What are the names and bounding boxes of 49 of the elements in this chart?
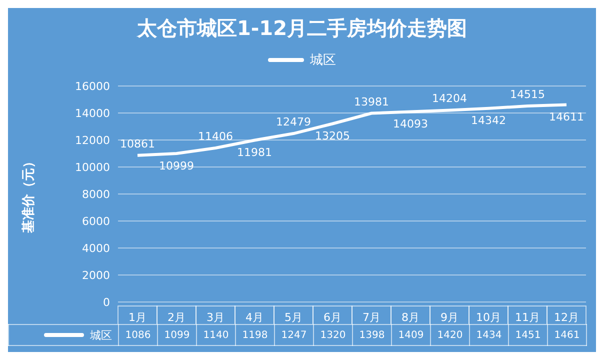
x-tick-label: 2月 xyxy=(168,311,186,324)
legend-label: 城区 xyxy=(310,52,336,69)
text: 城区 xyxy=(90,328,112,342)
x-tick-label: 9月 xyxy=(440,311,458,324)
text: 1461 xyxy=(548,324,586,346)
text: 1420 xyxy=(430,324,470,346)
y-tick-label: 10000 xyxy=(75,160,110,174)
data-label: 14611 xyxy=(549,110,584,124)
text: 1140 xyxy=(196,324,236,346)
text: 1451 xyxy=(508,324,548,346)
text: 1247 xyxy=(274,324,314,346)
y-tick-label: 0 xyxy=(103,296,110,309)
text: 1320 xyxy=(314,324,352,346)
data-label: 11406 xyxy=(198,130,233,144)
y-tick-label: 4000 xyxy=(82,242,110,255)
data-label: 13981 xyxy=(354,95,389,108)
data-label: 10999 xyxy=(159,159,194,172)
x-tick-label: 4月 xyxy=(246,311,264,324)
text: 1086 xyxy=(118,324,158,346)
x-tick-label: 1月 xyxy=(128,311,146,324)
x-tick-label: 5月 xyxy=(284,311,302,324)
text: 1409 xyxy=(392,324,430,346)
y-tick-label: 12000 xyxy=(75,134,110,147)
text: 1434 xyxy=(470,324,508,346)
text: 1198 xyxy=(236,324,274,346)
x-tick-label: 10月 xyxy=(476,311,501,324)
x-tick-label: 8月 xyxy=(402,311,420,324)
data-label: 14204 xyxy=(432,92,467,106)
data-label: 10861 xyxy=(120,137,155,150)
x-tick-label: 11月 xyxy=(515,311,540,324)
data-label: 14093 xyxy=(393,118,428,131)
y-tick-label: 16000 xyxy=(75,80,110,93)
x-tick-label: 3月 xyxy=(206,311,224,324)
data-label: 11981 xyxy=(237,146,272,160)
x-tick-label: 12月 xyxy=(554,311,579,324)
y-tick-label: 6000 xyxy=(82,214,110,228)
data-label: 12479 xyxy=(276,116,311,129)
y-axis-title: 基准价（元） xyxy=(20,155,37,234)
y-tick-label: 8000 xyxy=(82,188,110,201)
y-tick-label: 14000 xyxy=(75,106,110,120)
data-label: 13205 xyxy=(315,130,350,143)
x-tick-label: 6月 xyxy=(324,311,342,324)
data-label: 14342 xyxy=(471,114,506,128)
y-tick-label: 2000 xyxy=(82,268,110,282)
chart-title: 太仓市城区1-12月二手房均价走势图 xyxy=(136,15,468,42)
text: 1099 xyxy=(158,324,196,346)
data-label: 14515 xyxy=(510,88,545,102)
text: 1398 xyxy=(352,324,392,346)
x-tick-label: 7月 xyxy=(362,311,380,324)
